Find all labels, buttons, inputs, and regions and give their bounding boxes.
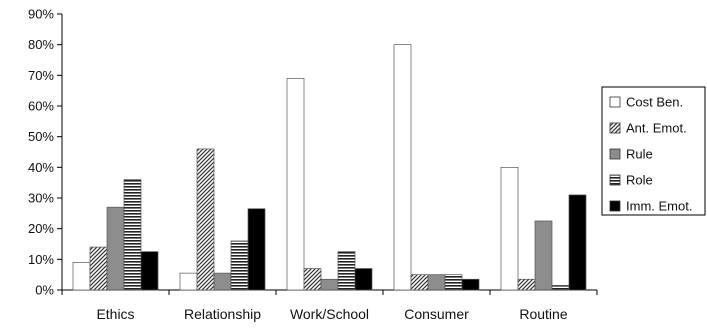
- bar-work-school-rule: [320, 278, 339, 291]
- axes: 0% 10% 20% 30% 40% 50% 60% 70% 80% 90% Ethics Relat…: [28, 7, 598, 322]
- legend-label: Ant. Emot.: [626, 121, 687, 136]
- x-category-label: Relationship: [184, 306, 261, 322]
- y-tick-label: 30%: [28, 191, 54, 206]
- legend-swatch: [609, 96, 621, 108]
- legend-label: Role: [626, 173, 653, 188]
- legend-swatch: [609, 200, 621, 212]
- y-tick-label: 50%: [28, 129, 54, 144]
- x-category-label: Ethics: [96, 306, 134, 322]
- bar-consumer-ant-emot: [410, 274, 429, 291]
- legend-label: Cost Ben.: [626, 95, 683, 110]
- bar-ethics-ant-emot: [89, 246, 108, 291]
- y-tick-label: 90%: [28, 7, 54, 22]
- bar-consumer-rule: [427, 274, 446, 291]
- bar-routine-imm-emot: [568, 194, 587, 291]
- y-tick-label: 10%: [28, 252, 54, 267]
- legend-label: Imm. Emot.: [626, 199, 692, 214]
- x-category-label: Consumer: [404, 306, 469, 322]
- bar-work-school-ant-emot: [303, 268, 322, 291]
- bar-routine-ant-emot: [517, 278, 536, 291]
- bar-work-school-role: [337, 251, 356, 291]
- legend-swatch: [609, 148, 621, 160]
- bar-consumer-role: [444, 274, 463, 291]
- bar-relationship-ant-emot: [196, 148, 215, 291]
- y-tick-label: 80%: [28, 37, 54, 52]
- legend: Cost Ben. Ant. Emot. Rule Role Imm. Emot.: [601, 86, 706, 216]
- bar-consumer-imm-emot: [461, 278, 480, 291]
- bar-relationship-cost-ben: [179, 272, 198, 291]
- bar-ethics-role: [123, 179, 142, 291]
- x-category-label: Work/School: [290, 306, 369, 322]
- legend-swatch: [609, 122, 621, 134]
- bar-ethics-cost-ben: [72, 262, 91, 291]
- y-tick-label: 60%: [28, 99, 54, 114]
- bar-work-school-cost-ben: [286, 78, 305, 291]
- y-tick-label: 40%: [28, 160, 54, 175]
- bars-group: [72, 44, 587, 291]
- bar-routine-role: [551, 285, 570, 291]
- bar-work-school-imm-emot: [354, 268, 373, 291]
- y-tick-label: 20%: [28, 221, 54, 236]
- bar-ethics-imm-emot: [140, 251, 159, 291]
- legend-swatch: [609, 174, 621, 186]
- bar-relationship-role: [230, 240, 249, 291]
- bar-routine-cost-ben: [500, 166, 519, 291]
- bar-relationship-imm-emot: [247, 208, 266, 291]
- y-tick-label: 70%: [28, 68, 54, 83]
- bar-consumer-cost-ben: [393, 44, 412, 291]
- bar-ethics-rule: [106, 206, 125, 291]
- bar-routine-rule: [534, 220, 553, 291]
- legend-label: Rule: [626, 147, 653, 162]
- bar-relationship-rule: [213, 272, 232, 291]
- y-tick-label: 0%: [35, 283, 54, 298]
- x-category-label: Routine: [519, 306, 567, 322]
